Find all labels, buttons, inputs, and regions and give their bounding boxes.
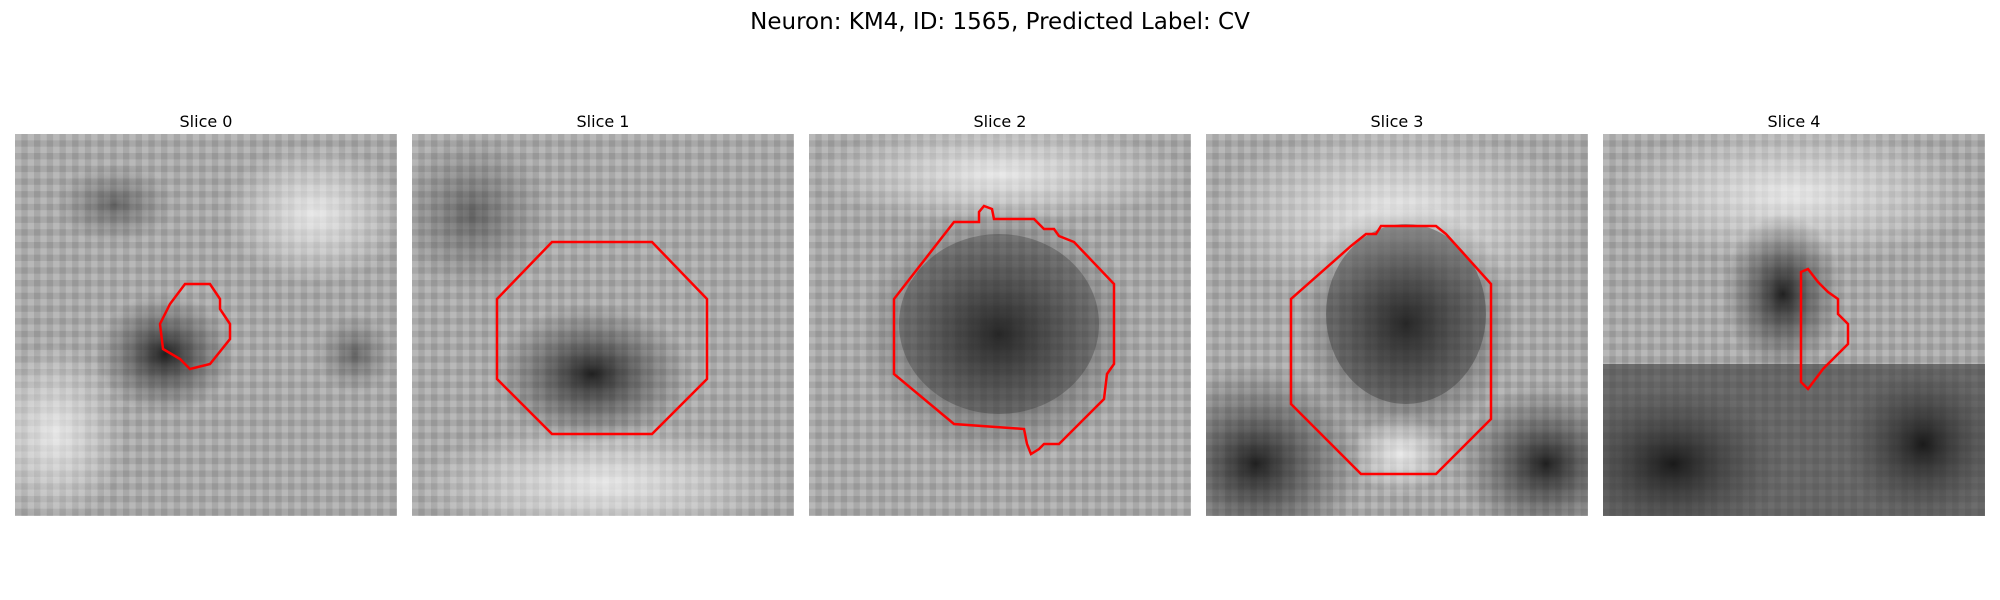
slice-title-1: Slice 1 [576,112,630,131]
slice-title-0: Slice 0 [179,112,233,131]
contour-3 [1289,224,1493,476]
slice-image-1 [412,134,794,516]
slice-panel-2: Slice 2 [809,112,1191,518]
slice-title-2: Slice 2 [973,112,1027,131]
slice-panel-4: Slice 4 [1603,112,1985,518]
slice-image-3 [1206,134,1588,516]
slice-panel-1: Slice 1 [412,112,794,518]
figure-title: Neuron: KM4, ID: 1565, Predicted Label: … [750,9,1250,35]
contour-4 [1799,267,1850,391]
contour-1 [495,240,709,436]
slice-image-4 [1603,134,1985,516]
slice-title-3: Slice 3 [1370,112,1424,131]
slice-panel-0: Slice 0 [15,112,397,518]
slice-title-4: Slice 4 [1767,112,1821,131]
slice-image-0 [15,134,397,516]
contour-2 [892,204,1116,456]
contour-0 [158,282,232,371]
slice-panel-3: Slice 3 [1206,112,1588,518]
slice-image-2 [809,134,1191,516]
